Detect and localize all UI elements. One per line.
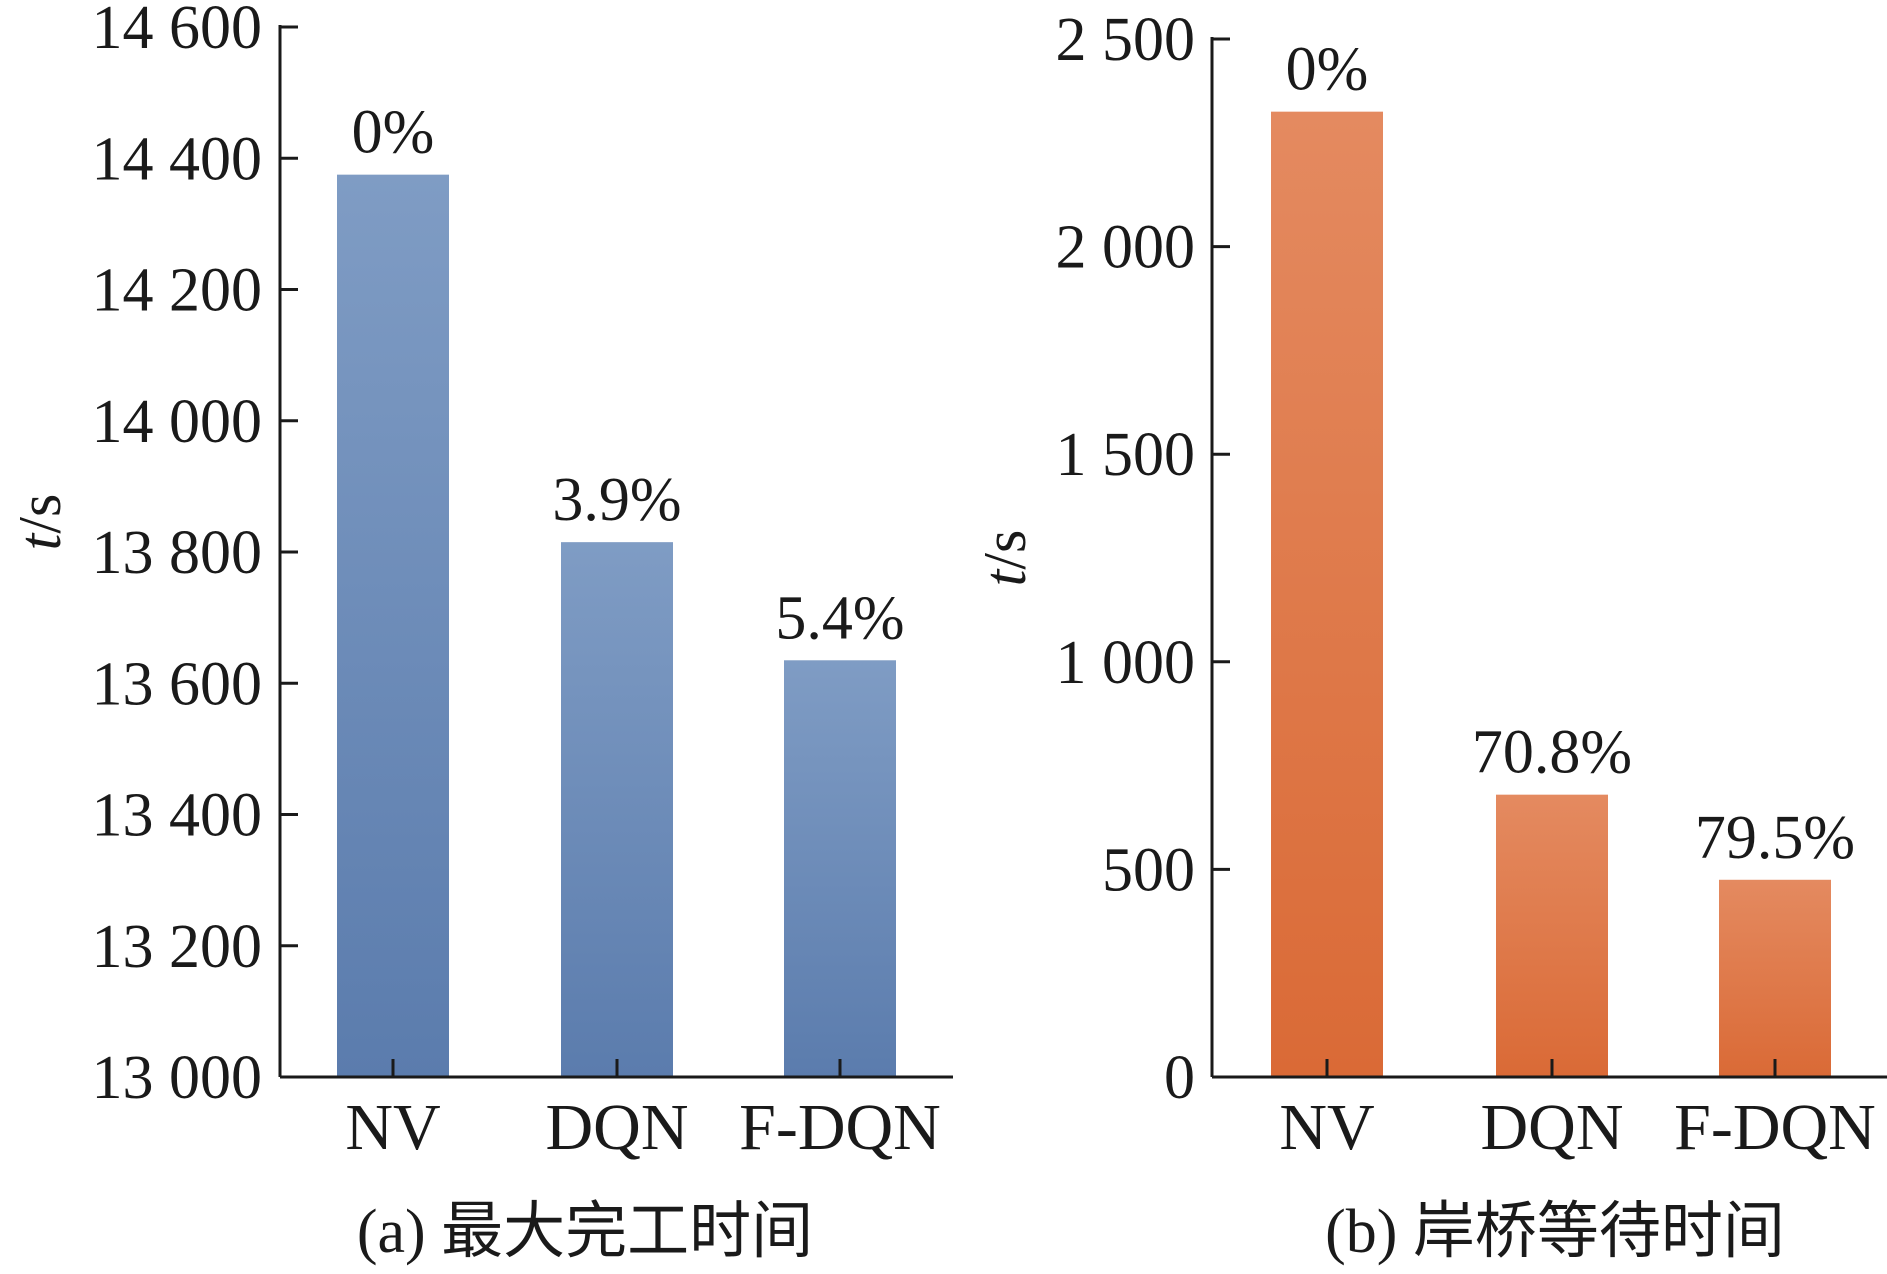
chart-b-y-axis-label: t/s (972, 530, 1038, 587)
y-tick-label: 500 (1102, 836, 1195, 904)
category-label-nv: NV (345, 1091, 440, 1164)
chart-b-data-labels: 0% 70.8% 79.5% (1286, 36, 1855, 872)
data-label-f-dqn: 5.4% (775, 584, 904, 652)
y-tick-label: 14 400 (92, 125, 263, 193)
y-tick-label: 13 000 (92, 1044, 263, 1112)
data-label-nv: 0% (1286, 36, 1369, 104)
y-tick-label: 13 800 (92, 519, 263, 587)
y-tick-label: 1 000 (1056, 629, 1196, 697)
chart-b-axes (1210, 37, 1887, 1079)
category-label-f-dqn: F-DQN (1674, 1091, 1876, 1164)
chart-a: 13 000 13 200 13 400 13 600 13 800 14 000 14 2… (7, 0, 953, 1266)
bar-nv (1271, 111, 1383, 1077)
chart-a-bars (337, 174, 896, 1077)
data-label-f-dqn: 79.5% (1695, 804, 1855, 872)
chart-a-caption: (a) 最大完工时间 (357, 1198, 813, 1266)
data-label-nv: 0% (352, 99, 435, 167)
data-label-dqn: 70.8% (1472, 719, 1632, 787)
chart-b-category-labels: NV DQN F-DQN (1279, 1091, 1876, 1164)
chart-b: 0 500 1 000 1 500 2 000 2 500 0% 70.8% 79.5% NV… (972, 6, 1887, 1266)
y-tick-label: 13 200 (92, 913, 263, 981)
chart-b-caption: (b) 岸桥等待时间 (1325, 1198, 1785, 1266)
bar-nv (337, 174, 449, 1077)
bar-f-dqn (1719, 879, 1831, 1077)
category-label-f-dqn: F-DQN (739, 1091, 941, 1164)
y-tick-label: 14 200 (92, 257, 263, 325)
y-tick-label: 13 600 (92, 650, 263, 718)
bar-dqn (561, 542, 673, 1077)
y-tick-label: 2 000 (1056, 214, 1196, 282)
y-tick-label: 14 000 (92, 388, 263, 456)
bar-f-dqn (784, 660, 896, 1077)
category-label-nv: NV (1279, 1091, 1374, 1164)
y-tick-label: 0 (1164, 1044, 1195, 1112)
y-tick-label: 13 400 (92, 782, 263, 850)
chart-b-ytick-labels: 0 500 1 000 1 500 2 000 2 500 (1056, 6, 1196, 1112)
chart-b-bars (1271, 111, 1831, 1077)
category-label-dqn: DQN (1481, 1091, 1624, 1164)
chart-a-data-labels: 0% 3.9% 5.4% (352, 99, 905, 653)
chart-a-axes (278, 25, 953, 1079)
y-tick-label: 14 600 (92, 0, 263, 62)
chart-a-category-labels: NV DQN F-DQN (345, 1091, 941, 1164)
y-tick-label: 2 500 (1056, 6, 1196, 74)
data-label-dqn: 3.9% (552, 466, 681, 534)
chart-a-y-axis-label: t/s (7, 494, 73, 551)
y-tick-label: 1 500 (1056, 421, 1196, 489)
bar-dqn (1496, 794, 1608, 1077)
category-label-dqn: DQN (546, 1091, 689, 1164)
chart-a-ytick-labels: 13 000 13 200 13 400 13 600 13 800 14 000 14 2… (92, 0, 263, 1112)
